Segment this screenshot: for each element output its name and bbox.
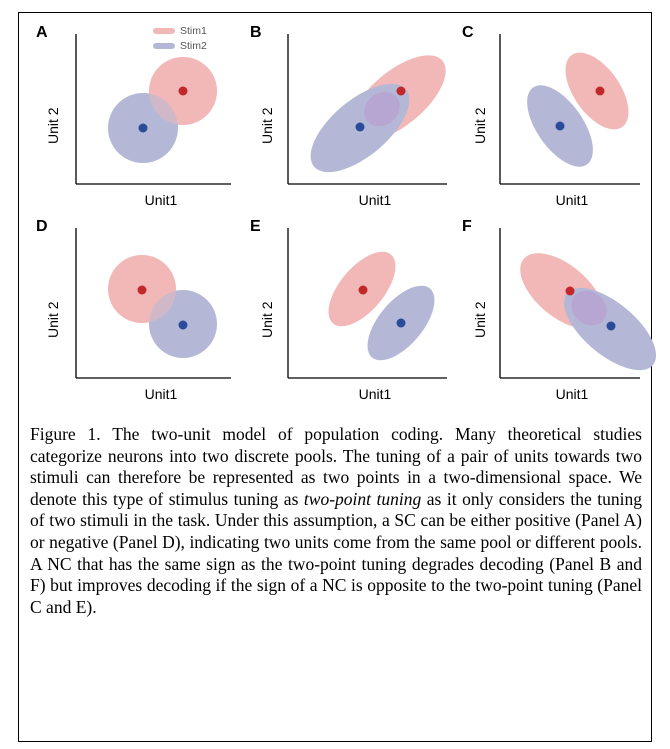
- y-axis-label-e: Unit 2: [259, 301, 275, 338]
- panel-e-plot: [287, 228, 447, 379]
- caption-emphasis: two-point tuning: [303, 488, 422, 509]
- legend-label-stim2: Stim2: [180, 39, 207, 52]
- panel-e: E Unit 2 Unit1: [250, 218, 460, 408]
- stim2-mean-dot: [396, 318, 406, 328]
- stim2-mean-dot: [555, 121, 565, 131]
- x-axis-label-c: Unit1: [555, 192, 589, 208]
- stim1-mean-dot: [358, 285, 368, 295]
- x-axis-label-b: Unit1: [358, 192, 392, 208]
- panel-label-d: D: [36, 218, 48, 235]
- panel-f-plot: [499, 228, 657, 379]
- y-axis-label-a: Unit 2: [45, 107, 61, 144]
- stim1-mean-dot: [565, 286, 575, 296]
- stim2-mean-dot: [606, 321, 616, 331]
- legend-swatch-stim2: [153, 42, 175, 49]
- stim2-mean-dot: [138, 123, 148, 133]
- panel-label-e: E: [250, 218, 261, 235]
- legend-item-stim1: Stim1: [153, 23, 207, 38]
- legend-item-stim2: Stim2: [153, 38, 207, 53]
- panel-c: C Unit 2 Unit1: [462, 24, 670, 214]
- panel-f: F Unit 2 Unit1: [462, 218, 670, 408]
- panel-label-f: F: [462, 218, 472, 235]
- panel-a: A Unit 2 Unit1: [36, 24, 246, 214]
- x-axis-label-d: Unit1: [144, 386, 178, 402]
- caption-text-part1: Figure 1. The two-unit model of populati…: [30, 424, 642, 509]
- caption-text-part2: as it only considers the tuning of two s…: [30, 488, 643, 617]
- legend: Stim1 Stim2: [153, 23, 207, 53]
- x-axis-label-f: Unit1: [555, 386, 589, 402]
- overlap-region: [571, 290, 607, 326]
- legend-swatch-stim1: [153, 27, 175, 34]
- figure-frame: [18, 12, 652, 742]
- y-axis-label-b: Unit 2: [259, 107, 275, 144]
- x-axis-label-a: Unit1: [144, 192, 178, 208]
- panel-label-b: B: [250, 24, 262, 41]
- stim2-mean-dot: [178, 320, 188, 330]
- panel-label-c: C: [462, 24, 474, 41]
- stim1-mean-dot: [137, 285, 147, 295]
- panel-d: D Unit 2 Unit1: [36, 218, 246, 408]
- panel-d-plot: [75, 228, 231, 379]
- stim1-mean-dot: [595, 86, 605, 96]
- overlap-region: [364, 91, 400, 127]
- y-axis-label-f: Unit 2: [472, 301, 488, 338]
- stim1-mean-dot: [396, 86, 406, 96]
- stim2-mean-dot: [355, 122, 365, 132]
- figure-caption: Figure 1. The two-unit model of populati…: [30, 424, 642, 618]
- panel-c-plot: [499, 34, 640, 185]
- panel-label-a: A: [36, 24, 48, 41]
- legend-label-stim1: Stim1: [180, 24, 207, 37]
- panel-b-plot: [287, 34, 447, 185]
- panel-b: B Unit 2 Unit1: [250, 24, 460, 214]
- y-axis-label-c: Unit 2: [472, 107, 488, 144]
- stim1-mean-dot: [178, 86, 188, 96]
- y-axis-label-d: Unit 2: [45, 301, 61, 338]
- x-axis-label-e: Unit1: [358, 386, 392, 402]
- panel-a-plot: [75, 34, 231, 185]
